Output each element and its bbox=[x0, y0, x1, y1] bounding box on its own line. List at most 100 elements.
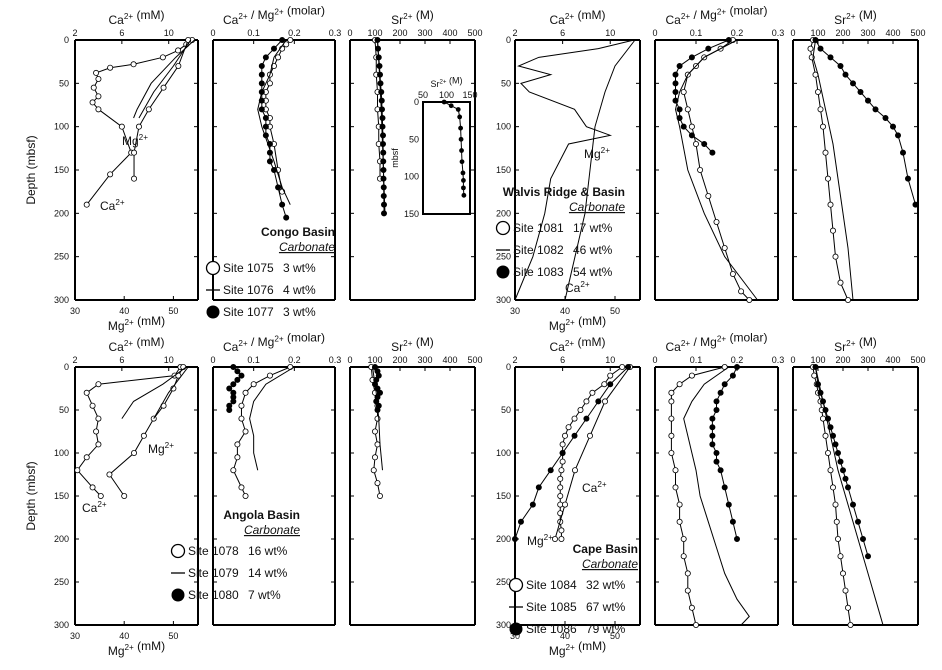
group-4-ca-filled-point bbox=[625, 363, 632, 370]
group-4-ca-open-point bbox=[558, 536, 565, 543]
group-1-sr-xtick-label: 100 bbox=[367, 28, 382, 38]
group-4-ratio-filled-point bbox=[717, 467, 724, 474]
group-1-legend-carbonate-value: 4 wt% bbox=[283, 283, 316, 297]
group-1-mg-xtick-label: 40 bbox=[119, 306, 129, 316]
group-2-ca-line-line bbox=[514, 39, 635, 301]
group-3-sr-filled-point bbox=[373, 398, 380, 405]
group-4-sr-axis-title: Sr2+ (M) bbox=[834, 335, 877, 354]
group-2-sr-open-point bbox=[827, 201, 834, 208]
group-3-ca-xtick-label: 2 bbox=[72, 355, 77, 365]
group-3-ratio-open-point bbox=[234, 454, 241, 461]
group-4-mg-open-point bbox=[552, 536, 559, 543]
group-4-ca-open-point bbox=[562, 432, 569, 439]
group-2-sr-filled-point bbox=[900, 149, 907, 156]
group-4-ca-filled-point bbox=[595, 398, 602, 405]
group-1-mg-label: Mg2+ bbox=[122, 133, 148, 148]
group-1-ratio-filled-point bbox=[258, 89, 265, 96]
group-2-sr-filled-point bbox=[895, 132, 902, 139]
group-1-mg-open-point bbox=[131, 175, 138, 182]
group-4-ratio-open-point bbox=[680, 536, 687, 543]
group-1-ytick-label: 0 bbox=[64, 35, 69, 45]
group-4-ca-open-point bbox=[607, 372, 614, 379]
group-3-basin-title: Angola Basin bbox=[223, 508, 300, 522]
group-3-ca-open-point bbox=[89, 484, 96, 491]
group-2-ytick-label: 250 bbox=[496, 252, 511, 262]
group-1-sr-filled-point bbox=[380, 184, 387, 191]
group-4-ratio-open-point bbox=[684, 570, 691, 577]
group-4-mg-xtick-label: 50 bbox=[610, 631, 620, 641]
group-1-ratio-filled-point bbox=[270, 45, 277, 52]
group-1-ytick-label: 50 bbox=[59, 78, 69, 88]
group-1-sr-filled-point bbox=[379, 115, 386, 122]
group-2-sr-filled-point bbox=[882, 115, 889, 122]
group-3-mg-open-point bbox=[121, 492, 128, 499]
group-1-ratio-filled-point bbox=[262, 54, 269, 61]
group-3-legend-carbonate-value: 16 wt% bbox=[248, 544, 288, 558]
group-1-legend-site-label: Site 1076 bbox=[223, 283, 274, 297]
group-4-ratio-xtick-label: 0.3 bbox=[772, 355, 785, 365]
group-2-ytick-label: 300 bbox=[496, 295, 511, 305]
group-1-legend-open-marker bbox=[205, 260, 221, 276]
group-4-ytick-label: 250 bbox=[496, 577, 511, 587]
group-4-sr-filled-point bbox=[855, 518, 862, 525]
group-4-ca-filled-point bbox=[607, 381, 614, 388]
group-2-sr-axis-title: Sr2+ (M) bbox=[834, 8, 877, 27]
group-3-mg-open-point bbox=[140, 432, 147, 439]
group-4-ytick-label: 100 bbox=[496, 448, 511, 458]
group-1-mg-open-point bbox=[145, 106, 152, 113]
group-3-ratio-open-point bbox=[238, 415, 245, 422]
group-3-mg-open-point bbox=[106, 471, 113, 478]
group-4-legend-site-label: Site 1084 bbox=[526, 578, 577, 592]
group-2-ratio-xtick-label: 0.1 bbox=[690, 28, 703, 38]
group-4-sr-filled-point bbox=[825, 415, 832, 422]
group-3-ratio-open-point bbox=[266, 372, 273, 379]
group-1-mg-open-line bbox=[133, 39, 189, 179]
group-1-sr-filled-point bbox=[379, 132, 386, 139]
group-1-ca-open-point bbox=[95, 76, 102, 83]
group-3-ca-xtick-label: 10 bbox=[164, 355, 174, 365]
group-2-ratio-filled-point bbox=[672, 89, 679, 96]
group-2-sr-open-line bbox=[809, 39, 849, 301]
group-4-ca-open-point bbox=[583, 398, 590, 405]
group-4-basin-title: Cape Basin bbox=[573, 542, 638, 556]
group-2-ratio-filled-point bbox=[705, 45, 712, 52]
group-4-ca-axis-title: Ca2+ (mM) bbox=[550, 335, 606, 354]
group-2-ratio-open-point bbox=[693, 140, 700, 147]
group-2-legend-filled-marker bbox=[496, 265, 510, 279]
group-2-ca-xtick-label: 6 bbox=[560, 28, 565, 38]
group-4-ratio-axis-title: Ca2+ / Mg2+ (molar) bbox=[666, 330, 768, 354]
inset-point bbox=[441, 99, 447, 105]
group-2-ratio-filled-point bbox=[688, 54, 695, 61]
group-4-ca-open-point bbox=[558, 527, 565, 534]
group-3-mg-xtick-label: 30 bbox=[70, 631, 80, 641]
inset-point bbox=[458, 125, 463, 131]
group-2-sr-filled-point bbox=[842, 71, 849, 78]
group-4-sr-filled-point bbox=[835, 449, 842, 456]
group-1-ca-open-point bbox=[95, 106, 102, 113]
group-4-sr-open-point bbox=[842, 587, 849, 594]
group-2-sr-filled-point bbox=[812, 37, 819, 44]
group-4-ratio-open-point bbox=[672, 467, 679, 474]
group-4-ratio-filled-point bbox=[721, 484, 728, 491]
group-1-ratio-line-line bbox=[257, 39, 291, 205]
group-1-sr-filled-point bbox=[380, 192, 387, 199]
group-4-ratio-xtick-label: 0.2 bbox=[731, 355, 744, 365]
group-1-ratio-filled-point bbox=[266, 149, 273, 156]
group-4-ratio-filled-point bbox=[713, 398, 720, 405]
group-1-ca-open-point bbox=[89, 99, 96, 106]
group-2-mg-axis-title: Mg2+ (mM) bbox=[549, 314, 606, 333]
group-4-ratio-open-point bbox=[676, 501, 683, 508]
group-1-legend-site-label: Site 1077 bbox=[223, 305, 274, 319]
inset-xtick-label: 150 bbox=[462, 90, 477, 100]
group-2-sr-open-point bbox=[830, 227, 837, 234]
group-1-ytick-label: 300 bbox=[54, 295, 69, 305]
group-2-legend-carbonate-value: 54 wt% bbox=[573, 265, 613, 279]
group-1-mg-xtick-label: 50 bbox=[168, 306, 178, 316]
group-1-ratio-xtick-label: 0.2 bbox=[288, 28, 301, 38]
group-3-y-axis-title: Depth (mbsf) bbox=[24, 461, 38, 530]
group-4-legend-open-marker bbox=[508, 577, 524, 593]
group-2-ytick-label: 0 bbox=[506, 35, 511, 45]
group-4-ca-xtick-label: 10 bbox=[605, 355, 615, 365]
group-4-sr-open-point bbox=[835, 536, 842, 543]
inset-point bbox=[461, 178, 466, 183]
